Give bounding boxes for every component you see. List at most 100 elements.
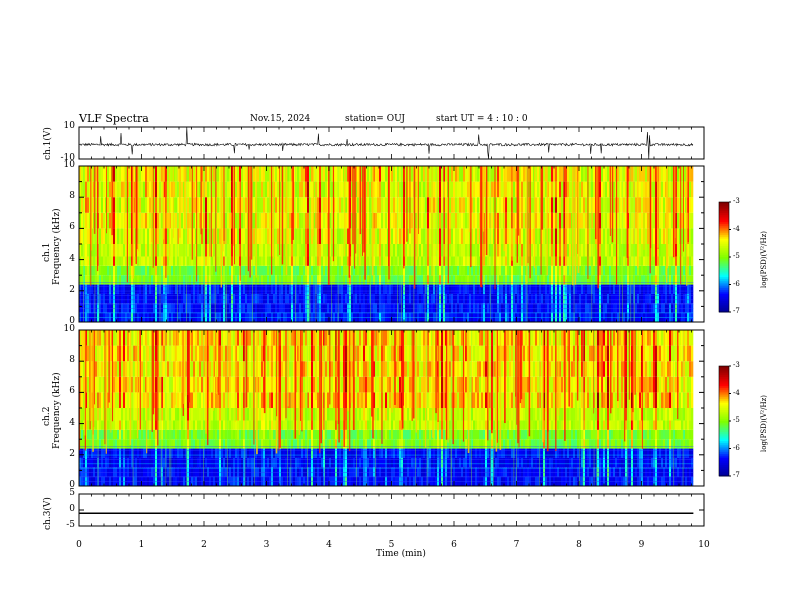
colorbar-segment: [719, 205, 729, 208]
colorbar-segment: [719, 384, 729, 387]
x-tick-label: 8: [576, 540, 582, 550]
colorbar-segment: [719, 251, 729, 254]
colorbar-segment: [719, 452, 729, 455]
ch1-ytick-label: 8: [69, 191, 75, 202]
ch1-waveform-trace: [78, 127, 694, 160]
ch1-ytick-label: 0: [69, 316, 75, 326]
colorbar-segment: [719, 282, 729, 285]
colorbar-segment: [719, 262, 729, 265]
ch1-ytick-label: 10: [63, 160, 75, 170]
colorbar-segment: [719, 450, 729, 453]
colorbar-tick-label: -6: [733, 279, 740, 288]
colorbar-segment: [719, 253, 729, 256]
colorbar-segment: [719, 415, 729, 418]
colorbar-segment: [719, 260, 729, 263]
colorbar-segment: [719, 277, 729, 280]
colorbar-segment: [719, 455, 729, 459]
colorbar-segment: [719, 203, 729, 207]
colorbar-segment: [719, 417, 729, 420]
colorbar-segment: [719, 235, 729, 238]
colorbar-segment: [719, 264, 729, 267]
colorbar-segment: [719, 395, 729, 398]
colorbar-segment: [719, 399, 729, 402]
colorbar-segment: [719, 435, 729, 438]
x-axis-label: Time (min): [376, 549, 426, 559]
colorbar-tick-label: -4: [733, 388, 740, 397]
colorbar-segment: [719, 432, 729, 435]
colorbar-tick-label: -5: [733, 252, 740, 260]
colorbar-segment: [719, 439, 729, 442]
colorbar-segment: [719, 428, 729, 431]
colorbar-segment: [719, 422, 729, 426]
colorbar-segment: [719, 441, 729, 444]
x-tick-label: 10: [698, 540, 710, 550]
colorbar-segment: [719, 389, 729, 393]
colorbar-segment: [719, 371, 729, 374]
colorbar-segment: [719, 388, 729, 391]
ch2-colorbar-label: log(PSD)(V²/Hz): [760, 395, 768, 452]
colorbar-segment: [719, 238, 729, 241]
ch2-ytick-label: 6: [69, 386, 75, 397]
ch3-ytick-label: 0: [69, 504, 75, 514]
colorbar-segment: [719, 299, 729, 302]
ch1-spectrogram-ylabel-line2: Frequency (kHz): [52, 208, 62, 285]
ch2-spectrogram-ylabel-line2: Frequency (kHz): [52, 372, 62, 449]
colorbar-segment: [719, 448, 729, 451]
date-label: Nov.15, 2024: [250, 114, 311, 124]
colorbar-segment: [719, 220, 729, 223]
colorbar-segment: [719, 211, 729, 214]
ch2-ytick-label: 10: [63, 324, 75, 334]
x-tick-label: 2: [201, 540, 207, 550]
colorbar-segment: [719, 301, 729, 304]
colorbar-segment: [719, 457, 729, 460]
colorbar-segment: [719, 275, 729, 278]
ch2-ytick-label: 8: [69, 355, 75, 366]
ch1-colorbar-label: log(PSD)(V²/Hz): [760, 231, 768, 288]
colorbar-segment: [719, 400, 729, 404]
colorbar-segment: [719, 437, 729, 440]
ch2-spectrogram-image: [78, 330, 694, 486]
colorbar-segment: [719, 271, 729, 274]
colorbar-segment: [719, 470, 729, 473]
x-tick-label: 1: [138, 540, 145, 550]
colorbar-segment: [719, 459, 729, 462]
ch2-spectrogram-ylabel-line1: ch.2: [42, 406, 52, 426]
colorbar-segment: [719, 474, 729, 477]
ch1-spectrogram-image: [79, 166, 694, 322]
start-time-label: start UT = 4 : 10 : 0: [436, 114, 528, 124]
colorbar-segment: [719, 279, 729, 282]
colorbar-segment: [719, 291, 729, 295]
colorbar-segment: [719, 377, 729, 380]
colorbar-segment: [719, 293, 729, 296]
x-tick-label: 5: [388, 540, 395, 550]
colorbar-segment: [719, 236, 729, 240]
x-tick-label: 4: [326, 540, 332, 550]
colorbar-segment: [719, 430, 729, 433]
colorbar-segment: [719, 466, 729, 470]
colorbar-segment: [719, 240, 729, 243]
colorbar-segment: [719, 225, 729, 229]
station-label: station= OUJ: [345, 114, 406, 124]
colorbar-segment: [719, 242, 729, 245]
colorbar-segment: [719, 443, 729, 446]
colorbar-segment: [719, 373, 729, 376]
x-tick-label: 7: [513, 540, 520, 550]
colorbar-tick-label: -5: [733, 416, 740, 424]
colorbar-segment: [719, 408, 729, 411]
colorbar-segment: [719, 433, 729, 437]
x-tick-label: 0: [76, 540, 82, 550]
colorbar-segment: [719, 207, 729, 210]
colorbar-segment: [719, 269, 729, 273]
x-tick-label: 3: [263, 540, 270, 550]
colorbar-segment: [719, 444, 729, 448]
colorbar-segment: [719, 310, 729, 313]
colorbar-segment: [719, 426, 729, 429]
colorbar-segment: [719, 468, 729, 471]
colorbar-segment: [719, 369, 729, 372]
colorbar-segment: [719, 202, 729, 205]
ch3-waveform-ylabel: ch.3(V): [43, 497, 53, 530]
colorbar-segment: [719, 246, 729, 249]
colorbar-segment: [719, 266, 729, 269]
colorbar-tick-label: -6: [733, 443, 740, 452]
colorbar-segment: [719, 367, 729, 371]
